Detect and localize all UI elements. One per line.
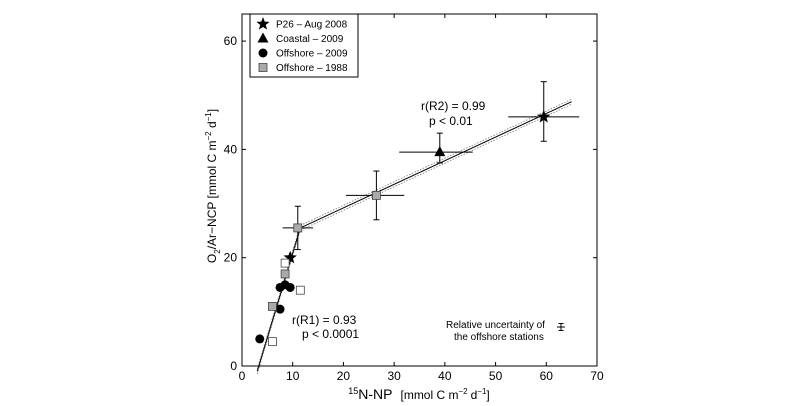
relative-uncertainty-errorbar xyxy=(557,323,565,331)
x-tick-label: 20 xyxy=(337,369,351,383)
legend-label: P26 – Aug 2008 xyxy=(276,20,348,31)
legend-marker-square-gray xyxy=(258,63,268,72)
x-tick-label: 60 xyxy=(540,369,554,383)
x-tick-label: 40 xyxy=(438,369,452,383)
fit-line-r2 xyxy=(300,101,572,229)
x-tick-label: 50 xyxy=(489,369,503,383)
data-point-square-gray xyxy=(268,302,277,311)
fit-line-r1-upper-ci xyxy=(256,225,301,370)
x-tick-label: 10 xyxy=(286,369,300,383)
y-tick-label: 20 xyxy=(224,251,238,265)
legend-label: Offshore – 2009 xyxy=(276,49,348,60)
plot-layer: 0 10 20 30 40 50 60 70 0 20 40 60 xyxy=(224,13,604,383)
r2-annotation-line2: p < 0.01 xyxy=(429,114,473,128)
r1-annotation-line2: p < 0.0001 xyxy=(302,327,359,341)
legend-marker-triangle xyxy=(257,32,269,43)
y-tick-label: 0 xyxy=(230,359,237,373)
data-point-square-open xyxy=(268,337,277,347)
data-point-star xyxy=(537,109,551,123)
data-point-square-open xyxy=(295,285,305,295)
legend-label: Coastal – 2009 xyxy=(276,34,344,45)
fit-line-r1-lower-ci xyxy=(256,230,301,375)
y-tick-label: 60 xyxy=(224,34,238,48)
data-point-circle xyxy=(275,304,285,314)
y-axis-title: O2/Ar−NCP [mmol C m−2 d−1] xyxy=(204,109,222,263)
fit-line-r1 xyxy=(256,227,301,372)
x-axis-title: 15N-NP [mmol C m−2 d−1] xyxy=(348,386,490,402)
fit-line-r2-upper-ci xyxy=(300,98,572,226)
legend-label: Offshore – 1988 xyxy=(276,63,348,74)
legend: P26 – Aug 2008 Coastal – 2009 Offshore – 2… xyxy=(249,13,359,78)
fit-line-r2-lower-ci xyxy=(300,103,572,231)
legend-marker-star xyxy=(256,17,270,30)
data-point-star xyxy=(283,250,297,264)
r2-annotation-line1: r(R2) = 0.99 xyxy=(421,99,486,113)
plot-frame xyxy=(241,13,598,367)
relative-uncertainty-line1: Relative uncertainty of xyxy=(446,320,545,331)
data-point-square-gray xyxy=(280,269,290,279)
data-point-circle xyxy=(255,334,265,344)
x-tick-label: 30 xyxy=(387,369,401,383)
data-point-square-open xyxy=(280,258,290,268)
relative-uncertainty-line2: the offshore stations xyxy=(454,332,544,343)
y-tick-label: 40 xyxy=(224,142,238,156)
data-point-circle xyxy=(280,280,290,290)
data-point-square-gray xyxy=(293,223,303,233)
data-point-triangle xyxy=(434,146,446,157)
data-point-square-gray xyxy=(371,191,381,200)
legend-marker-circle xyxy=(258,48,268,58)
x-tick-label: 70 xyxy=(590,369,604,383)
x-tick-label: 0 xyxy=(239,369,246,383)
r1-annotation-line1: r(R1) = 0.93 xyxy=(292,313,357,327)
